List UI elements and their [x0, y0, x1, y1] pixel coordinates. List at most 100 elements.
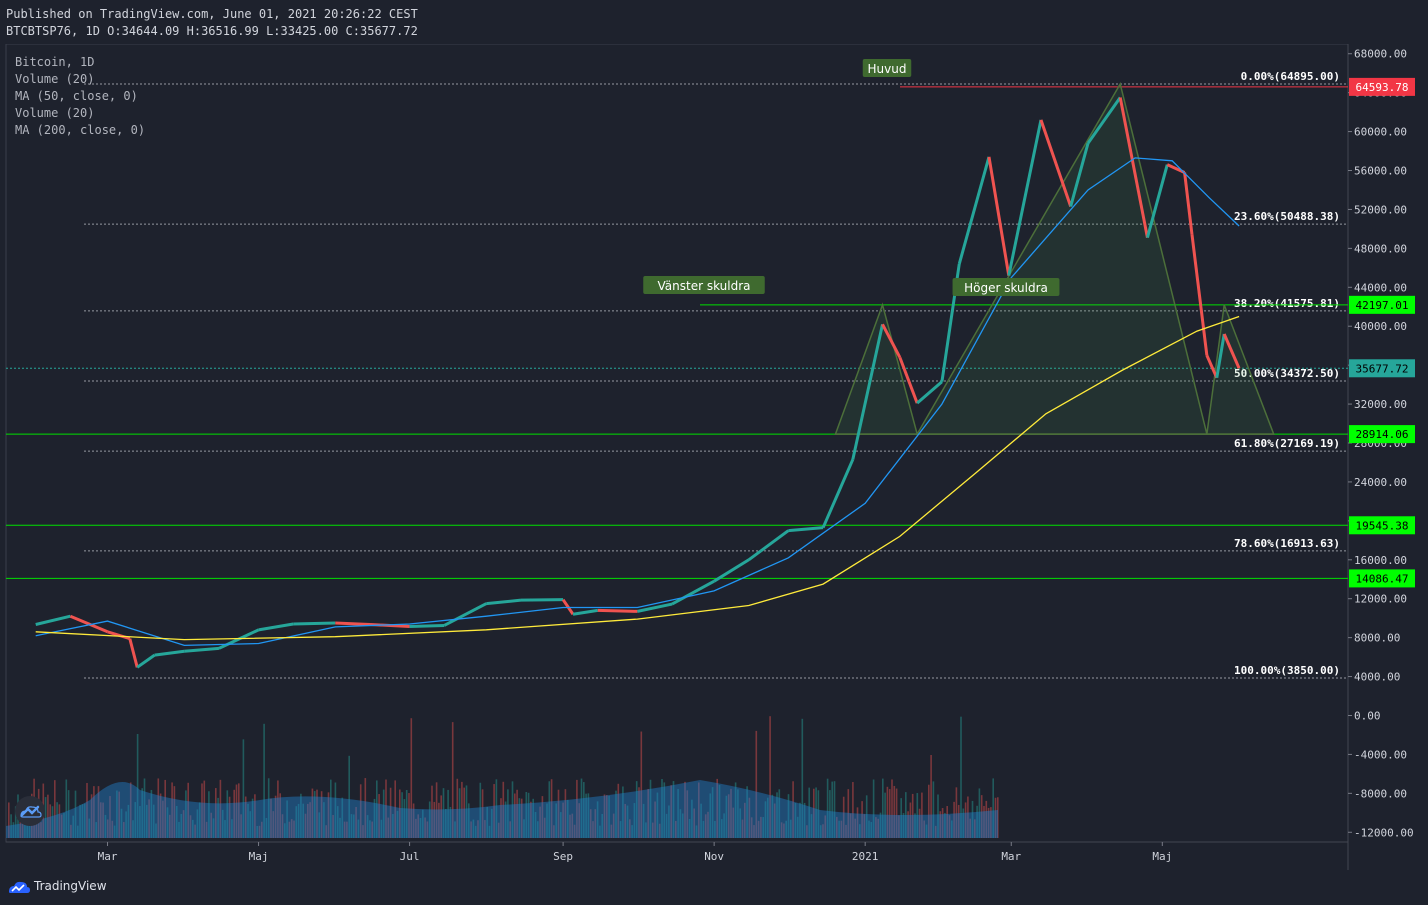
volume-bar — [941, 808, 944, 838]
volume-bar — [707, 811, 709, 838]
tradingview-badge[interactable] — [15, 796, 45, 826]
volume-bar — [302, 803, 304, 838]
price-segment — [957, 156, 991, 265]
volume-bar — [617, 783, 620, 838]
volume-bar — [847, 789, 850, 838]
price-badge — [1349, 295, 1415, 314]
volume-bar — [647, 789, 649, 838]
price-segment — [987, 156, 1011, 276]
volume-bar — [532, 798, 534, 838]
volume-bar — [364, 778, 367, 838]
volume-bar — [210, 812, 212, 838]
volume-bar — [109, 796, 111, 838]
volume-bar — [557, 789, 560, 838]
volume-bar — [514, 793, 516, 838]
volume-bar — [307, 803, 309, 838]
footer-brand[interactable]: TradingView — [34, 879, 107, 893]
volume-bar — [663, 782, 666, 838]
y-tick-label: 52000.00 — [1354, 203, 1407, 216]
volume-bar — [737, 789, 739, 838]
legend-volume-2[interactable]: Volume (20) — [15, 106, 95, 120]
volume-bar — [44, 797, 47, 838]
volume-bar — [304, 813, 307, 838]
volume-bar — [891, 779, 893, 838]
legend-ma200[interactable]: MA (200, close, 0) — [15, 123, 146, 137]
x-tick-label: 2021 — [852, 850, 879, 863]
volume-bar — [362, 825, 364, 838]
volume-bar — [97, 786, 100, 838]
volume-bar — [580, 778, 583, 838]
volume-bar — [746, 786, 748, 838]
volume-bar — [419, 817, 422, 838]
plot-area — [5, 43, 1349, 843]
cloud-logo-icon — [20, 805, 42, 818]
volume-bar — [638, 787, 640, 838]
legend-volume[interactable]: Volume (20) — [15, 72, 95, 86]
volume-bar — [136, 733, 139, 838]
volume-bar — [569, 814, 571, 838]
volume-bar — [350, 814, 353, 838]
volume-bar — [895, 788, 898, 838]
volume-bar — [721, 819, 723, 838]
volume-bar — [399, 789, 401, 838]
price-badge-label: 35677.72 — [1356, 362, 1409, 375]
volume-bar — [764, 801, 767, 838]
volume-bar — [695, 825, 698, 838]
price-badge-label: 19545.38 — [1356, 519, 1409, 532]
price-segment — [154, 649, 185, 657]
volume-bar — [134, 802, 137, 838]
volume-bar — [714, 820, 716, 838]
price-segment — [637, 602, 673, 613]
volume-bar — [884, 792, 886, 838]
volume-bar — [849, 813, 852, 838]
volume-bar — [387, 817, 390, 838]
volume-bar — [571, 813, 574, 838]
y-tick-label: 16000.00 — [1354, 554, 1407, 567]
volume-bar — [905, 792, 907, 838]
volume-bar — [378, 794, 380, 838]
volume-bar — [353, 814, 355, 838]
volume-bar — [994, 797, 997, 838]
volume-bar — [983, 805, 985, 838]
volume-bar — [150, 789, 153, 838]
legend-ma50[interactable]: MA (50, close, 0) — [15, 89, 138, 103]
legend-symbol[interactable]: Bitcoin, 1D — [15, 55, 95, 69]
x-tick-label: Mar — [1001, 850, 1021, 863]
volume-bar — [343, 821, 346, 838]
volume-bar — [247, 803, 249, 838]
price-segment — [293, 621, 336, 626]
price-segment — [128, 638, 139, 668]
x-tick-label: Nov — [704, 850, 724, 863]
volume-bar — [803, 802, 806, 838]
volume-bar — [449, 806, 452, 838]
volume-bar — [725, 795, 728, 838]
volume-bar — [90, 794, 93, 838]
price-segment — [788, 526, 824, 533]
volume-bar — [385, 779, 387, 838]
volume-bar — [718, 784, 721, 838]
volume-bar — [824, 815, 827, 838]
volume-bar — [842, 796, 845, 838]
y-tick-label: 44000.00 — [1354, 281, 1407, 294]
volume-bar — [123, 822, 125, 838]
volume-bar — [833, 781, 836, 838]
volume-bar — [693, 808, 695, 838]
volume-bar — [946, 806, 948, 838]
volume-bar — [458, 788, 461, 838]
volume-bar — [780, 822, 783, 838]
volume-bar — [463, 787, 465, 838]
volume-bar — [201, 783, 203, 838]
volume-bar — [162, 800, 164, 838]
price-segment — [1183, 172, 1194, 235]
volume-bar — [769, 716, 771, 838]
y-tick-label: -12000.00 — [1354, 826, 1414, 839]
volume-bar — [990, 807, 992, 838]
volume-bar — [679, 809, 682, 838]
price-segment — [916, 380, 943, 405]
volume-bar — [893, 785, 896, 838]
volume-bar — [553, 825, 555, 838]
volume-bar — [606, 795, 608, 838]
volume-bar — [783, 823, 785, 838]
volume-bar — [612, 813, 615, 838]
